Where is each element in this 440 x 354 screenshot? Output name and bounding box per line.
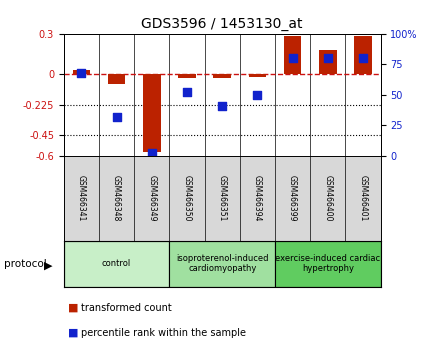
Point [113, 114, 120, 120]
Bar [108, 74, 125, 84]
Point [359, 55, 367, 61]
Bar [178, 74, 196, 79]
Bar [73, 70, 90, 74]
Text: percentile rank within the sample: percentile rank within the sample [81, 328, 246, 338]
Text: ■: ■ [68, 303, 79, 313]
Point [183, 90, 191, 95]
Bar [64, 241, 169, 287]
Bar [284, 36, 301, 74]
Bar [249, 74, 266, 77]
Text: control: control [102, 259, 131, 268]
Text: GSM466394: GSM466394 [253, 175, 262, 222]
Text: GSM466399: GSM466399 [288, 175, 297, 222]
Bar [169, 241, 275, 287]
Text: GSM466341: GSM466341 [77, 175, 86, 222]
Title: GDS3596 / 1453130_at: GDS3596 / 1453130_at [141, 17, 303, 31]
Point [254, 92, 261, 98]
Text: GSM466400: GSM466400 [323, 175, 332, 222]
Text: GSM466350: GSM466350 [183, 175, 191, 222]
Bar [319, 50, 337, 74]
Text: GSM466351: GSM466351 [218, 175, 227, 222]
Point [148, 150, 155, 156]
Bar [354, 36, 372, 74]
Text: GSM466348: GSM466348 [112, 175, 121, 222]
Text: ■: ■ [68, 328, 79, 338]
Bar [275, 241, 381, 287]
Text: exercise-induced cardiac
hypertrophy: exercise-induced cardiac hypertrophy [275, 254, 380, 273]
Text: GSM466401: GSM466401 [359, 175, 367, 222]
Point [289, 55, 296, 61]
Text: transformed count: transformed count [81, 303, 172, 313]
Point [78, 70, 85, 75]
Point [324, 55, 331, 61]
Text: GSM466349: GSM466349 [147, 175, 156, 222]
Text: ▶: ▶ [44, 261, 52, 270]
Bar [213, 74, 231, 79]
Bar [143, 74, 161, 152]
Text: isoproterenol-induced
cardiomyopathy: isoproterenol-induced cardiomyopathy [176, 254, 268, 273]
Text: protocol: protocol [4, 259, 47, 269]
Point [219, 103, 226, 109]
